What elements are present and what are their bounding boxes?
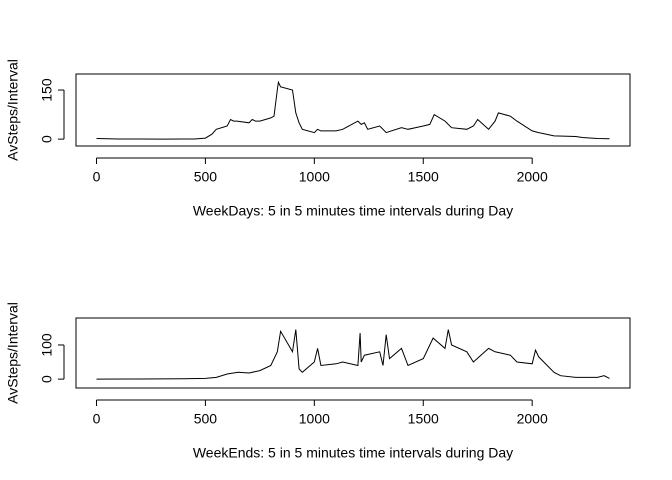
y-axis-label: AvSteps/Interval: [5, 59, 21, 161]
x-tick-label: 500: [194, 169, 218, 185]
x-axis-label: WeekEnds: 5 in 5 minutes time intervals …: [193, 445, 513, 461]
y-tick-label: 100: [39, 333, 55, 357]
y-tick-label: 150: [39, 78, 55, 102]
x-tick-label: 0: [93, 411, 101, 427]
y-tick-label: 0: [39, 135, 55, 143]
x-tick-label: 500: [194, 411, 218, 427]
data-line: [96, 80, 610, 140]
plot-box: [75, 317, 631, 389]
data-line: [96, 329, 610, 380]
x-axis-label: WeekDays: 5 in 5 minutes time intervals …: [193, 203, 513, 219]
x-tick-label: 2000: [517, 411, 548, 427]
y-axis-label: AvSteps/Interval: [5, 302, 21, 404]
x-tick-label: 0: [93, 169, 101, 185]
x-tick-label: 1000: [299, 169, 330, 185]
plot-box: [75, 73, 631, 147]
x-tick-label: 1500: [408, 169, 439, 185]
y-tick-label: 0: [39, 375, 55, 383]
x-tick-label: 2000: [517, 169, 548, 185]
x-tick-label: 1500: [408, 411, 439, 427]
x-tick-label: 1000: [299, 411, 330, 427]
